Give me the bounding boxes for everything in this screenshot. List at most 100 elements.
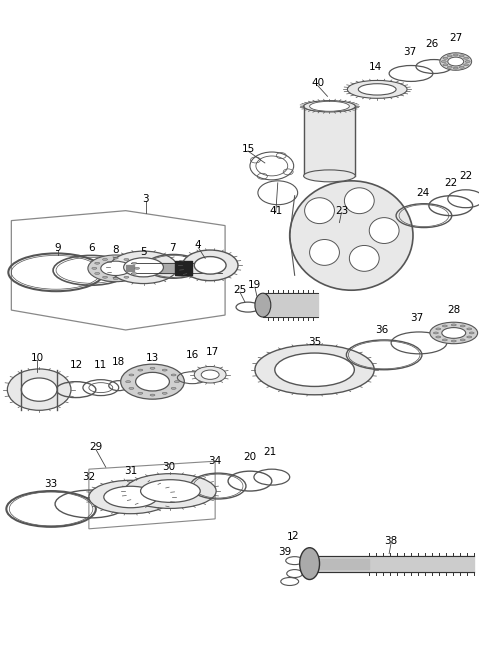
Text: 34: 34 — [208, 456, 222, 466]
Text: 32: 32 — [82, 472, 96, 482]
Ellipse shape — [92, 268, 97, 270]
Ellipse shape — [174, 381, 180, 383]
Ellipse shape — [443, 339, 447, 341]
Ellipse shape — [95, 262, 100, 264]
Ellipse shape — [448, 57, 464, 66]
Ellipse shape — [134, 268, 140, 270]
Ellipse shape — [138, 369, 143, 371]
Text: 36: 36 — [375, 325, 389, 335]
Ellipse shape — [460, 325, 465, 327]
Ellipse shape — [124, 258, 129, 260]
Text: 33: 33 — [45, 479, 58, 489]
Text: 22: 22 — [444, 178, 457, 188]
Ellipse shape — [305, 198, 335, 223]
Ellipse shape — [467, 336, 472, 338]
Ellipse shape — [182, 250, 238, 281]
Text: 18: 18 — [112, 357, 125, 367]
Text: 39: 39 — [278, 547, 291, 557]
Ellipse shape — [310, 102, 349, 111]
Ellipse shape — [436, 328, 441, 330]
Ellipse shape — [440, 53, 472, 70]
Text: 6: 6 — [88, 243, 95, 253]
Ellipse shape — [469, 332, 474, 334]
Ellipse shape — [126, 381, 131, 383]
Ellipse shape — [348, 81, 407, 98]
Text: 26: 26 — [425, 38, 439, 49]
Text: 7: 7 — [169, 243, 176, 253]
Ellipse shape — [95, 273, 100, 275]
Text: 16: 16 — [186, 350, 199, 360]
Ellipse shape — [464, 57, 468, 59]
Ellipse shape — [21, 378, 57, 401]
Ellipse shape — [304, 170, 355, 182]
Text: 5: 5 — [140, 247, 147, 257]
Ellipse shape — [104, 486, 157, 508]
Ellipse shape — [255, 344, 374, 395]
Text: 38: 38 — [384, 536, 398, 546]
Text: 23: 23 — [335, 206, 348, 215]
Text: 31: 31 — [124, 466, 137, 476]
Text: 35: 35 — [308, 337, 321, 347]
Ellipse shape — [441, 61, 446, 62]
Ellipse shape — [103, 276, 108, 278]
Ellipse shape — [194, 367, 226, 383]
Ellipse shape — [290, 181, 413, 290]
Ellipse shape — [171, 374, 176, 376]
Text: 41: 41 — [269, 206, 282, 215]
Text: 17: 17 — [205, 347, 219, 357]
Text: 22: 22 — [459, 171, 472, 181]
Text: 3: 3 — [142, 194, 149, 204]
Ellipse shape — [125, 474, 216, 508]
Text: 4: 4 — [195, 240, 202, 251]
Ellipse shape — [465, 61, 470, 62]
Ellipse shape — [136, 372, 169, 391]
Ellipse shape — [300, 547, 320, 579]
Ellipse shape — [344, 187, 374, 214]
Ellipse shape — [443, 325, 447, 327]
Ellipse shape — [459, 66, 464, 68]
Ellipse shape — [442, 327, 466, 339]
Ellipse shape — [7, 369, 71, 410]
Ellipse shape — [129, 374, 134, 376]
Text: 40: 40 — [311, 78, 324, 89]
Ellipse shape — [464, 64, 468, 66]
Ellipse shape — [150, 394, 155, 396]
Ellipse shape — [129, 387, 134, 389]
Text: 15: 15 — [241, 144, 254, 154]
Ellipse shape — [453, 67, 458, 69]
Ellipse shape — [194, 256, 226, 274]
Ellipse shape — [467, 328, 472, 330]
Ellipse shape — [171, 387, 176, 389]
Text: 37: 37 — [403, 47, 417, 57]
Ellipse shape — [312, 102, 348, 110]
Text: 10: 10 — [31, 353, 44, 363]
Ellipse shape — [443, 57, 448, 59]
Ellipse shape — [103, 258, 108, 260]
Ellipse shape — [138, 393, 143, 395]
Text: 25: 25 — [233, 285, 247, 295]
Text: 30: 30 — [162, 462, 175, 472]
Ellipse shape — [436, 336, 441, 338]
Ellipse shape — [120, 364, 184, 399]
Text: 24: 24 — [416, 187, 430, 198]
Ellipse shape — [113, 257, 118, 259]
Text: 9: 9 — [55, 243, 61, 253]
Ellipse shape — [433, 332, 438, 334]
Ellipse shape — [304, 101, 355, 112]
Ellipse shape — [460, 339, 465, 341]
Ellipse shape — [110, 251, 178, 284]
Ellipse shape — [443, 64, 448, 66]
Text: 14: 14 — [369, 61, 382, 72]
Ellipse shape — [162, 393, 167, 395]
Ellipse shape — [430, 322, 478, 344]
Ellipse shape — [349, 245, 379, 271]
Ellipse shape — [310, 240, 339, 266]
Text: 21: 21 — [263, 447, 276, 457]
Text: 19: 19 — [248, 280, 262, 290]
Ellipse shape — [101, 261, 131, 275]
Text: 29: 29 — [89, 442, 102, 452]
Ellipse shape — [447, 66, 452, 68]
Ellipse shape — [124, 276, 129, 278]
Ellipse shape — [201, 370, 219, 380]
Ellipse shape — [141, 480, 200, 503]
